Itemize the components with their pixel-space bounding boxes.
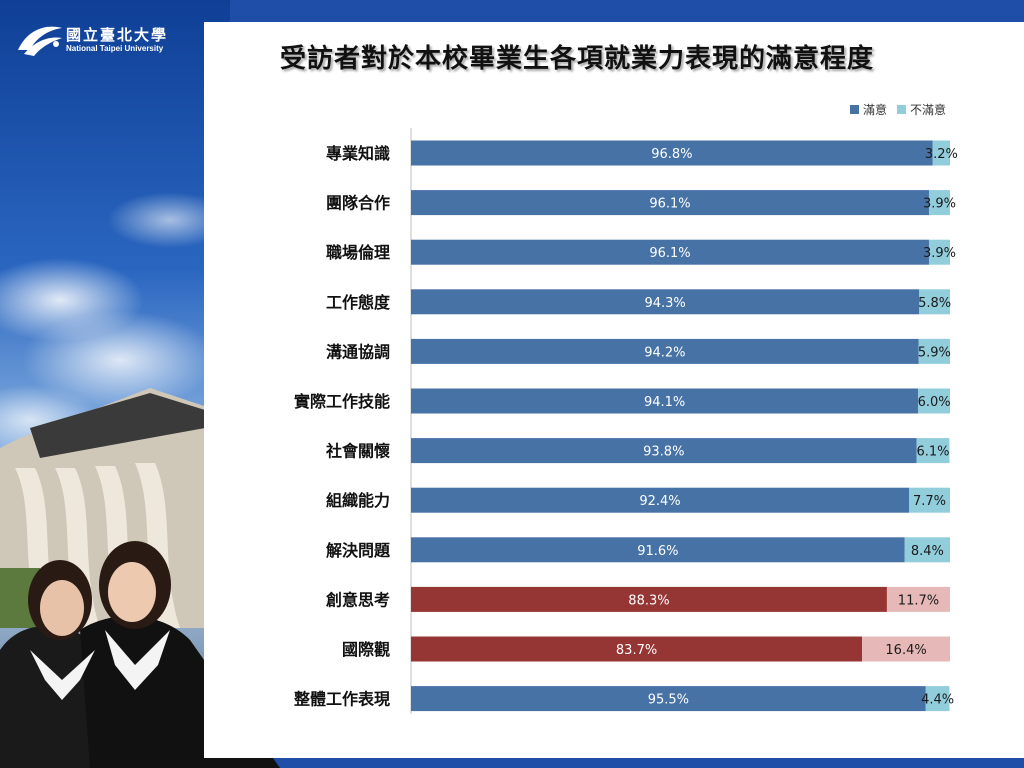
category-label: 組織能力 bbox=[326, 491, 390, 510]
university-logo bbox=[18, 26, 62, 56]
data-label-unsatisfied: 7.7% bbox=[913, 494, 946, 509]
category-label: 社會關懷 bbox=[325, 442, 390, 461]
category-label: 溝通協調 bbox=[326, 342, 390, 361]
data-label-satisfied: 93.8% bbox=[643, 445, 684, 460]
bar-unsatisfied bbox=[928, 190, 950, 216]
data-label-unsatisfied: 11.7% bbox=[898, 593, 939, 608]
category-label: 工作態度 bbox=[326, 293, 391, 312]
data-label-satisfied: 96.8% bbox=[651, 147, 692, 162]
data-label-satisfied: 96.1% bbox=[649, 246, 690, 261]
legend-swatch-unsatisfied bbox=[896, 105, 906, 114]
category-label: 整體工作表現 bbox=[293, 690, 390, 709]
legend-label-satisfied: 滿意 bbox=[862, 103, 887, 117]
chart-title: 受訪者對於本校畢業生各項就業力表現的滿意程度 bbox=[280, 44, 875, 74]
bar-satisfied bbox=[411, 636, 863, 662]
bar-satisfied bbox=[411, 388, 919, 414]
bar-satisfied bbox=[411, 190, 929, 216]
data-label-satisfied: 91.6% bbox=[637, 544, 678, 559]
data-label-unsatisfied: 6.1% bbox=[917, 445, 950, 460]
bar-satisfied bbox=[411, 537, 905, 563]
category-label: 職場倫理 bbox=[326, 243, 390, 262]
legend-item-unsatisfied: 不滿意 bbox=[896, 101, 946, 118]
bar-satisfied bbox=[411, 140, 933, 166]
bar-unsatisfied bbox=[918, 388, 950, 414]
data-label-unsatisfied: 3.9% bbox=[923, 246, 956, 261]
bar-satisfied bbox=[411, 338, 919, 364]
bar-unsatisfied bbox=[932, 140, 950, 166]
category-label: 專業知識 bbox=[326, 144, 390, 163]
university-name-en: National Taipei University bbox=[66, 44, 164, 53]
data-label-unsatisfied: 8.4% bbox=[911, 544, 944, 559]
bar-unsatisfied bbox=[909, 487, 950, 513]
data-label-satisfied: 96.1% bbox=[649, 197, 690, 212]
bar-satisfied bbox=[411, 438, 917, 464]
data-label-satisfied: 94.1% bbox=[644, 395, 685, 410]
data-label-unsatisfied: 4.4% bbox=[921, 693, 954, 708]
category-label: 團隊合作 bbox=[326, 194, 390, 213]
bar-satisfied bbox=[411, 487, 910, 513]
legend-swatch-satisfied bbox=[849, 105, 859, 114]
bar-unsatisfied bbox=[925, 686, 950, 712]
bar-satisfied bbox=[411, 586, 887, 612]
data-label-unsatisfied: 5.8% bbox=[918, 296, 951, 311]
bar-satisfied bbox=[411, 289, 920, 315]
category-label: 解決問題 bbox=[326, 541, 391, 560]
bar-unsatisfied bbox=[862, 636, 950, 662]
bar-unsatisfied bbox=[918, 338, 950, 364]
bar-unsatisfied bbox=[916, 438, 950, 464]
bar-unsatisfied bbox=[886, 586, 950, 612]
category-label: 國際觀 bbox=[342, 640, 390, 659]
category-label: 實際工作技能 bbox=[294, 392, 390, 411]
bar-unsatisfied bbox=[919, 289, 950, 315]
bar-unsatisfied bbox=[904, 537, 950, 563]
data-label-satisfied: 94.2% bbox=[644, 345, 685, 360]
legend-item-satisfied: 滿意 bbox=[849, 101, 887, 118]
category-label: 創意思考 bbox=[325, 590, 390, 609]
data-label-satisfied: 94.3% bbox=[644, 296, 685, 311]
legend-label-unsatisfied: 不滿意 bbox=[909, 103, 946, 117]
bar-satisfied bbox=[411, 239, 929, 265]
university-name-cn: 國立臺北大學 bbox=[66, 26, 169, 44]
data-label-satisfied: 92.4% bbox=[639, 494, 680, 509]
chart-legend: 滿意 不滿意 bbox=[849, 101, 946, 118]
bar-unsatisfied bbox=[928, 239, 950, 265]
data-label-unsatisfied: 3.2% bbox=[925, 147, 958, 162]
data-label-unsatisfied: 3.9% bbox=[923, 197, 956, 212]
data-label-unsatisfied: 6.0% bbox=[918, 395, 951, 410]
data-label-satisfied: 88.3% bbox=[628, 593, 669, 608]
data-label-unsatisfied: 5.9% bbox=[918, 345, 951, 360]
bar-satisfied bbox=[411, 686, 926, 712]
data-label-satisfied: 83.7% bbox=[616, 643, 657, 658]
data-label-unsatisfied: 16.4% bbox=[885, 643, 926, 658]
data-label-satisfied: 95.5% bbox=[648, 693, 689, 708]
